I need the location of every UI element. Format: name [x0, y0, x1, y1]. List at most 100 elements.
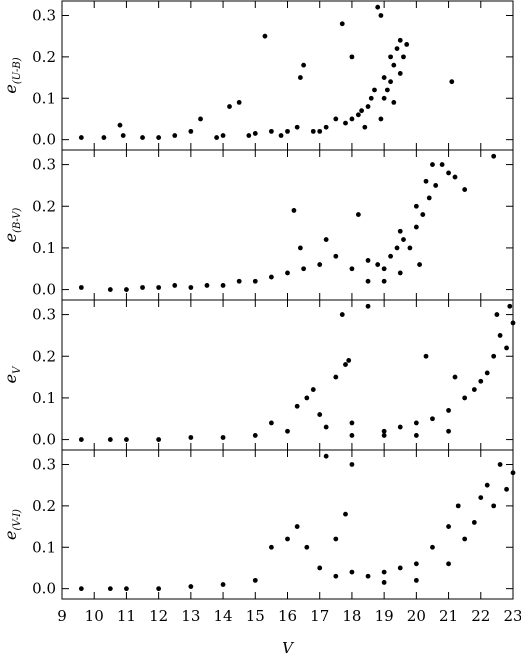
data-point — [439, 162, 445, 167]
data-point — [407, 245, 413, 251]
data-point — [446, 408, 451, 413]
y-axis-label-sub: (B-V) — [12, 208, 23, 233]
data-point — [372, 87, 377, 93]
data-point — [426, 195, 432, 201]
y-axis-label-sub: (V-I) — [12, 509, 23, 531]
y-tick-label: 0.1 — [32, 538, 56, 556]
data-point — [484, 482, 490, 488]
data-point — [252, 131, 258, 136]
data-point — [349, 116, 355, 122]
data-point — [285, 536, 290, 542]
data-point — [491, 353, 497, 359]
data-point — [391, 100, 397, 105]
data-point — [117, 122, 123, 128]
y-axis-label-base: e — [1, 530, 20, 539]
data-point — [417, 262, 422, 267]
data-point — [220, 435, 226, 440]
data-point — [343, 362, 348, 367]
data-point — [413, 433, 419, 438]
data-point — [268, 544, 274, 550]
y-tick-label: 0.2 — [32, 48, 56, 66]
data-point — [188, 435, 194, 440]
data-point — [484, 370, 490, 376]
data-point — [446, 524, 451, 529]
data-point — [252, 278, 258, 284]
data-point — [172, 283, 178, 288]
y-tick-label: 0.3 — [32, 6, 56, 24]
data-point — [188, 584, 194, 589]
data-point — [285, 128, 290, 134]
data-point — [317, 412, 323, 417]
data-point — [140, 135, 145, 140]
data-point — [227, 104, 232, 109]
panel-frame — [61, 149, 514, 301]
data-point — [478, 378, 484, 384]
x-tick-label: 20 — [407, 607, 426, 625]
data-point — [507, 303, 513, 309]
data-point — [124, 437, 129, 442]
data-point — [375, 4, 381, 10]
data-point — [491, 503, 497, 509]
data-point — [333, 536, 339, 542]
data-point — [78, 135, 84, 140]
data-point — [404, 42, 410, 47]
data-point — [294, 403, 300, 409]
data-point — [333, 116, 339, 122]
data-point — [397, 228, 403, 234]
x-tick-label: 11 — [117, 607, 136, 625]
y-axis-label: e(B-V) — [1, 208, 23, 243]
y-axis-label-base: e — [1, 233, 20, 242]
data-point — [220, 133, 226, 138]
data-point — [294, 524, 300, 529]
data-point — [339, 312, 345, 317]
y-axis-label-base: e — [1, 84, 20, 93]
data-point — [310, 387, 316, 392]
y-axis-label: e(U-B) — [1, 57, 23, 93]
y-tick-label: 0.0 — [32, 131, 56, 149]
data-point — [388, 253, 393, 259]
data-point — [401, 237, 406, 242]
data-point — [349, 54, 355, 60]
data-point — [107, 287, 113, 292]
data-point — [430, 162, 435, 167]
data-point — [268, 420, 274, 426]
y-tick-label: 0.2 — [32, 197, 56, 215]
y-axis-label: e(V-I) — [1, 509, 23, 540]
data-point — [188, 128, 194, 134]
data-point — [78, 586, 84, 592]
data-point — [449, 79, 455, 85]
data-point — [339, 21, 345, 27]
data-point — [236, 278, 242, 284]
data-point — [413, 561, 419, 567]
y-axis-label-base: e — [1, 374, 20, 383]
data-point — [397, 37, 403, 43]
data-point — [494, 312, 500, 317]
data-point — [478, 495, 484, 500]
x-tick-label: 19 — [375, 607, 394, 625]
data-point — [381, 580, 387, 585]
data-point — [365, 258, 371, 263]
data-point — [471, 520, 477, 525]
x-tick-label: 15 — [246, 607, 265, 625]
data-point — [375, 262, 381, 267]
data-point — [397, 424, 403, 430]
data-point — [381, 278, 387, 284]
data-point — [455, 503, 461, 509]
data-point — [304, 544, 310, 550]
data-point — [252, 433, 258, 438]
data-point — [317, 128, 323, 134]
data-point — [78, 437, 84, 442]
data-point — [78, 285, 84, 290]
data-point — [333, 374, 339, 380]
data-point — [101, 135, 107, 140]
data-point — [462, 395, 468, 401]
data-point — [365, 278, 371, 284]
data-point — [381, 95, 387, 101]
panel-frame — [61, 299, 514, 451]
data-point — [301, 62, 307, 68]
data-point — [291, 208, 297, 213]
data-point — [297, 75, 303, 80]
x-axis-label: V — [282, 639, 295, 657]
x-tick-label: 14 — [214, 607, 233, 625]
data-point — [510, 470, 516, 476]
